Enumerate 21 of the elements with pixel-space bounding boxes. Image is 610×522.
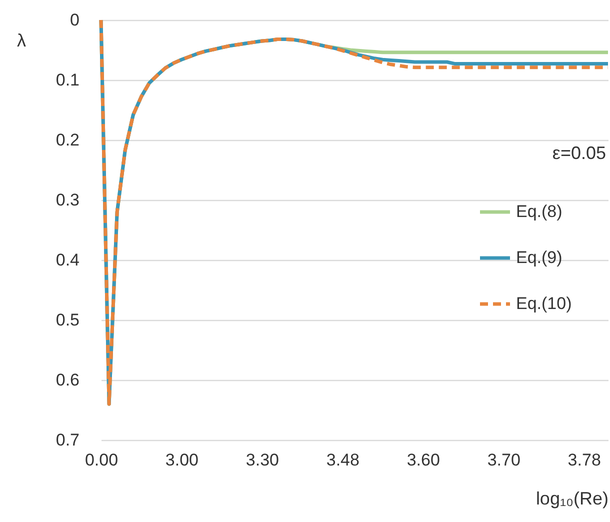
x-axis-title: log₁₀(Re) (536, 488, 608, 508)
y-tick-label: 0.1 (56, 70, 80, 90)
x-tick-label: 0.00 (84, 450, 118, 470)
x-tick-label: 3.48 (326, 450, 360, 470)
legend-label: Eq.(10) (516, 294, 572, 313)
y-tick-label: 0.7 (56, 430, 80, 450)
legend-label: Eq.(8) (516, 202, 562, 221)
x-tick-label: 3.30 (246, 450, 279, 470)
y-axis-title: λ (17, 30, 26, 50)
x-tick-label: 3.00 (165, 450, 199, 470)
x-tick-label: 3.70 (487, 450, 520, 470)
annotation: ε=0.05 (552, 143, 606, 163)
y-tick-label: 0.6 (56, 370, 80, 390)
y-tick-label: 0.3 (56, 190, 80, 210)
y-tick-label: 0.2 (56, 130, 80, 150)
y-tick-label: 0.4 (56, 250, 80, 270)
legend-label: Eq.(9) (516, 248, 562, 267)
y-tick-label: 0 (70, 10, 80, 30)
x-tick-label: 3.60 (406, 450, 440, 470)
x-tick-label: 3.78 (568, 450, 601, 470)
y-tick-label: 0.5 (56, 310, 80, 330)
